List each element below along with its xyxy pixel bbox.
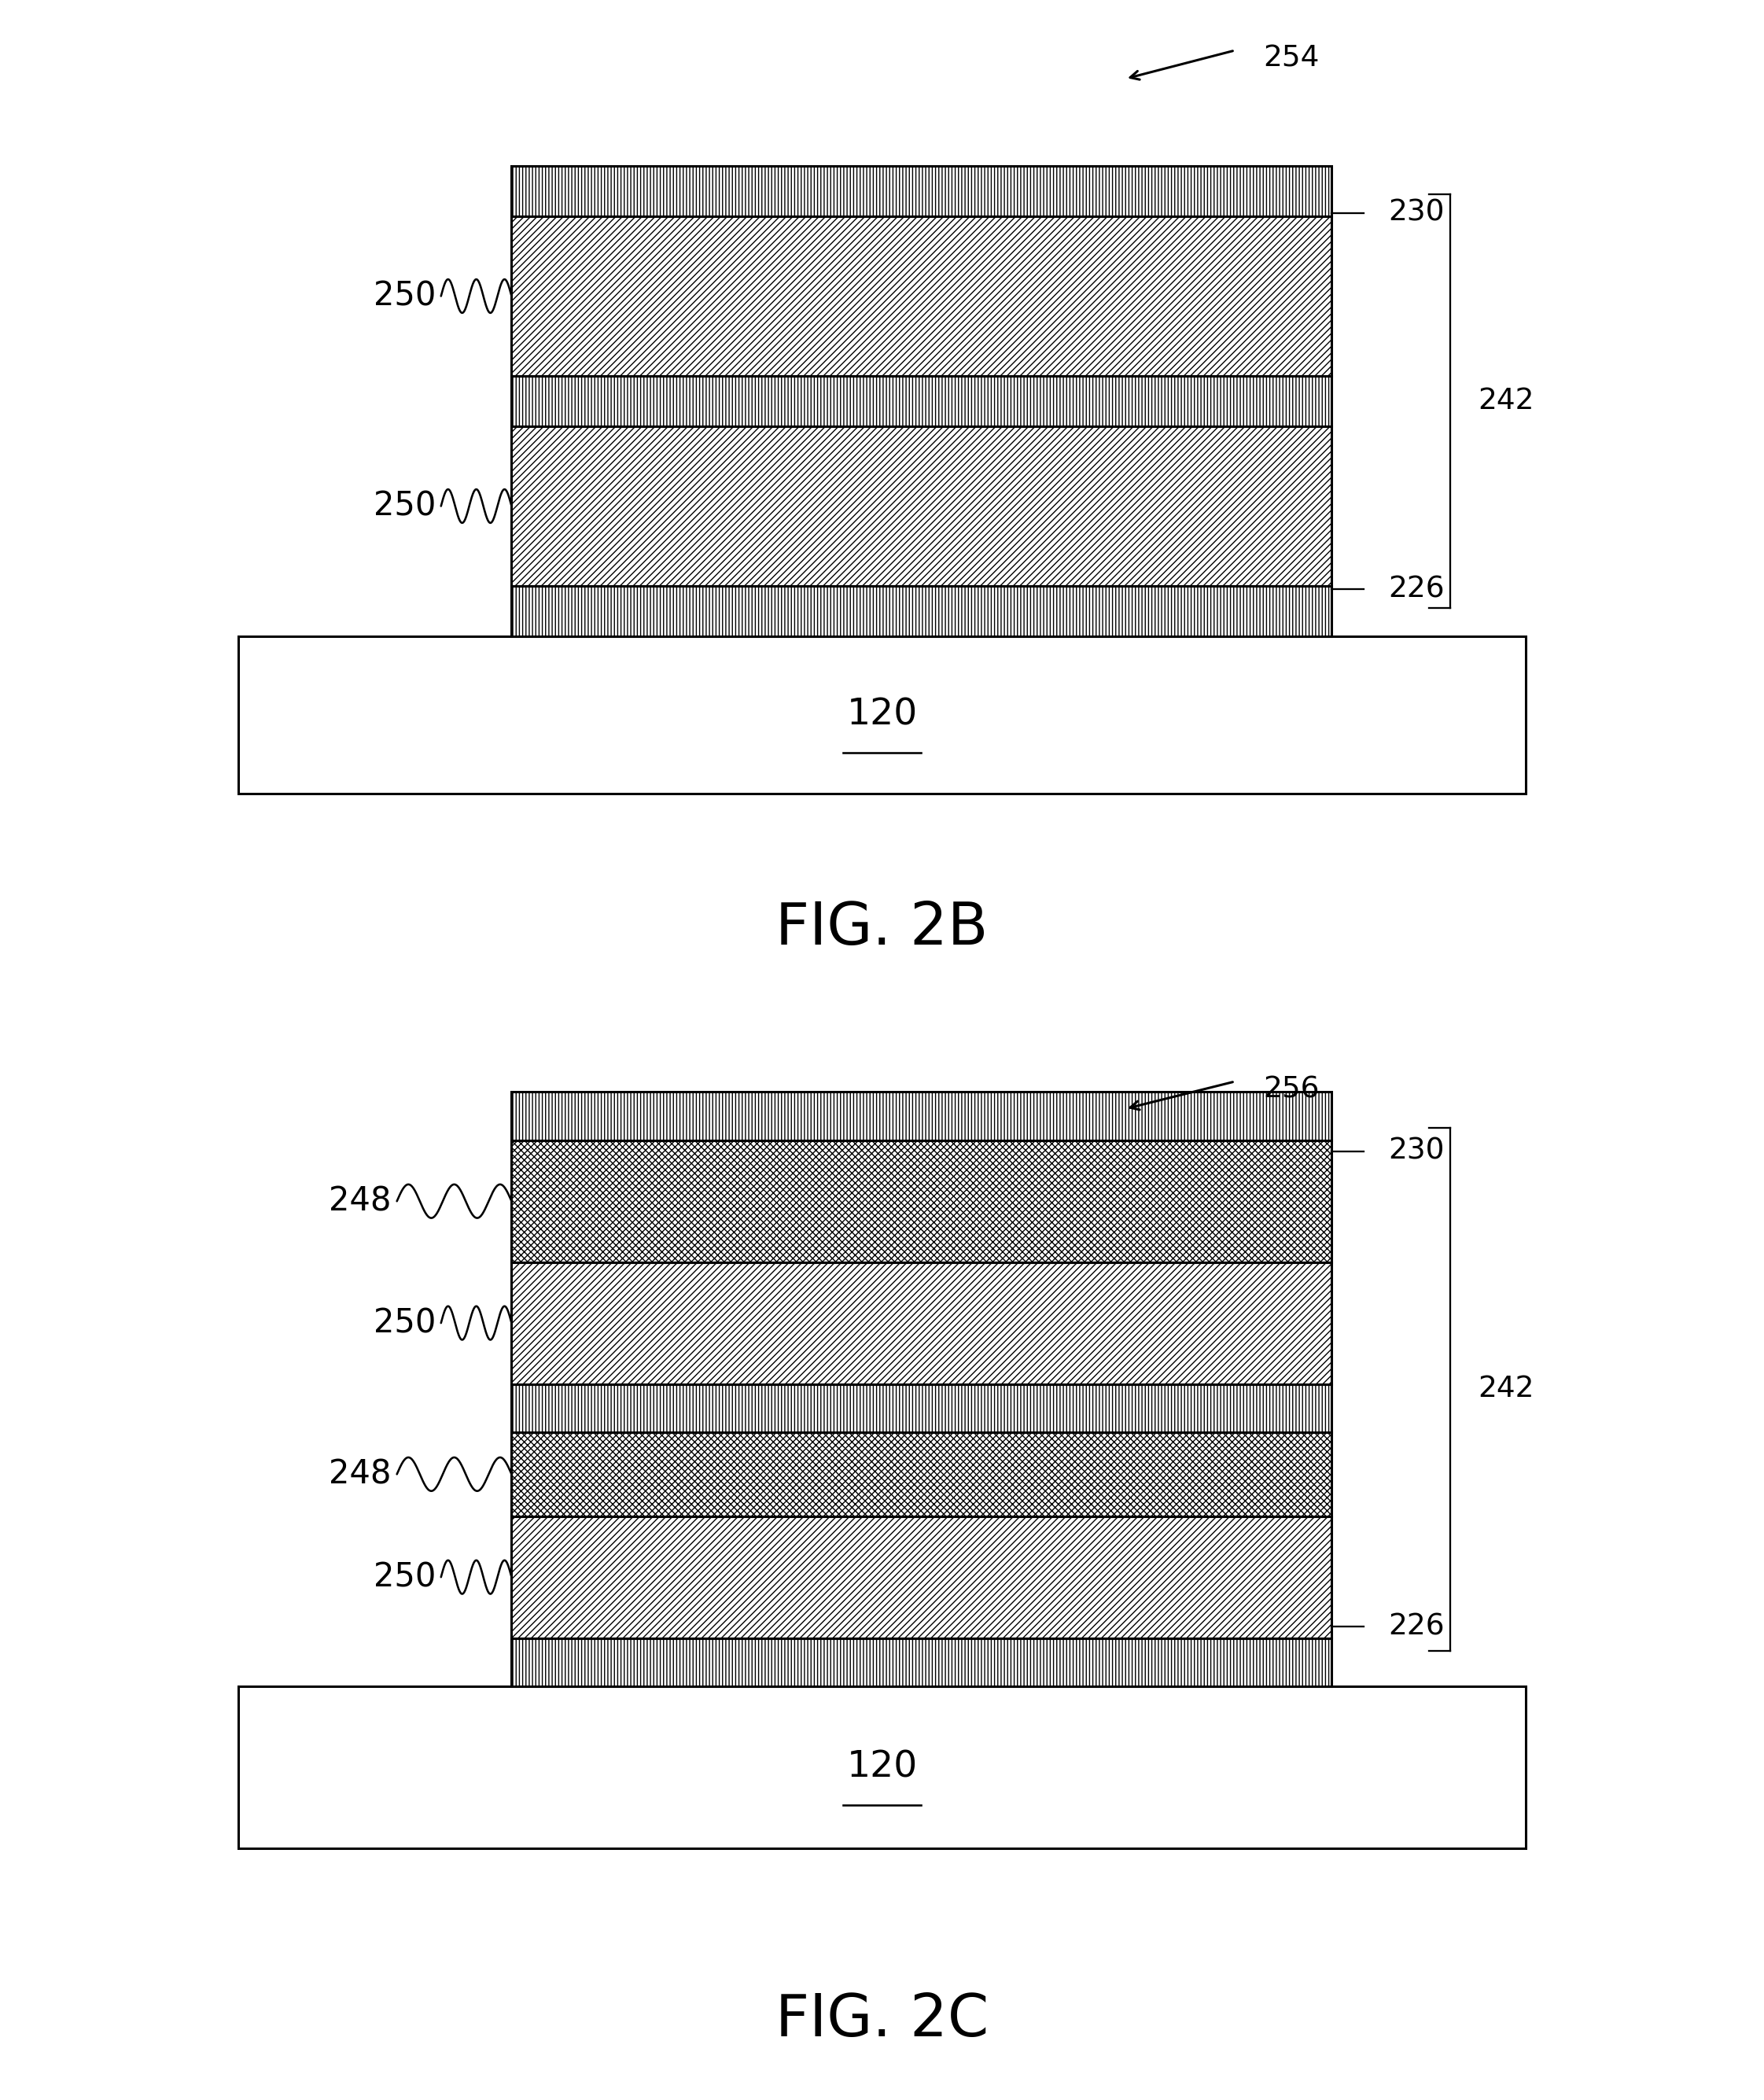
Text: 242: 242 [1478,386,1535,416]
Text: FIG. 2C: FIG. 2C [776,1991,988,2050]
Bar [512,1262,1332,1384]
Text: 248: 248 [330,1457,392,1491]
Bar [512,1516,1332,1638]
Bar [512,426,1332,586]
Text: 230: 230 [1388,200,1445,227]
Text: 256: 256 [1263,1075,1319,1105]
Bar [512,1432,1332,1516]
Bar [512,586,1332,636]
Bar [512,1432,1332,1516]
Bar [238,636,1526,794]
Bar [512,426,1332,586]
Bar [512,166,1332,216]
Bar [512,1638,1332,1686]
Bar [512,1516,1332,1638]
Bar [512,1432,1332,1516]
Bar [512,1384,1332,1432]
Bar [512,1638,1332,1686]
Text: 242: 242 [1478,1376,1535,1403]
Bar [512,586,1332,636]
Bar [512,376,1332,426]
Bar [512,1516,1332,1638]
Text: 250: 250 [374,279,436,313]
Text: 230: 230 [1388,1138,1445,1166]
Bar [512,1262,1332,1384]
Bar [512,376,1332,426]
Bar [512,1262,1332,1384]
Bar [512,1140,1332,1262]
Bar [238,1686,1526,1848]
Bar [512,376,1332,426]
Bar [512,1638,1332,1686]
Text: 226: 226 [1388,575,1445,603]
Bar [512,426,1332,586]
Bar [512,1092,1332,1140]
Text: 250: 250 [374,489,436,523]
Bar [512,1384,1332,1432]
Text: 120: 120 [847,1749,917,1785]
Text: 254: 254 [1263,44,1319,74]
Text: 226: 226 [1388,1613,1445,1640]
Bar [512,216,1332,376]
Bar [512,1140,1332,1262]
Text: FIG. 2B: FIG. 2B [776,899,988,958]
Text: 248: 248 [330,1184,392,1218]
Bar [512,1384,1332,1432]
Bar [512,1140,1332,1262]
Bar [512,216,1332,376]
Text: 120: 120 [847,697,917,733]
Text: 250: 250 [374,1306,436,1340]
Bar [512,216,1332,376]
Text: 250: 250 [374,1560,436,1594]
Bar [512,166,1332,216]
Bar [512,1092,1332,1140]
Bar [512,586,1332,636]
Bar [512,166,1332,216]
Bar [512,1092,1332,1140]
